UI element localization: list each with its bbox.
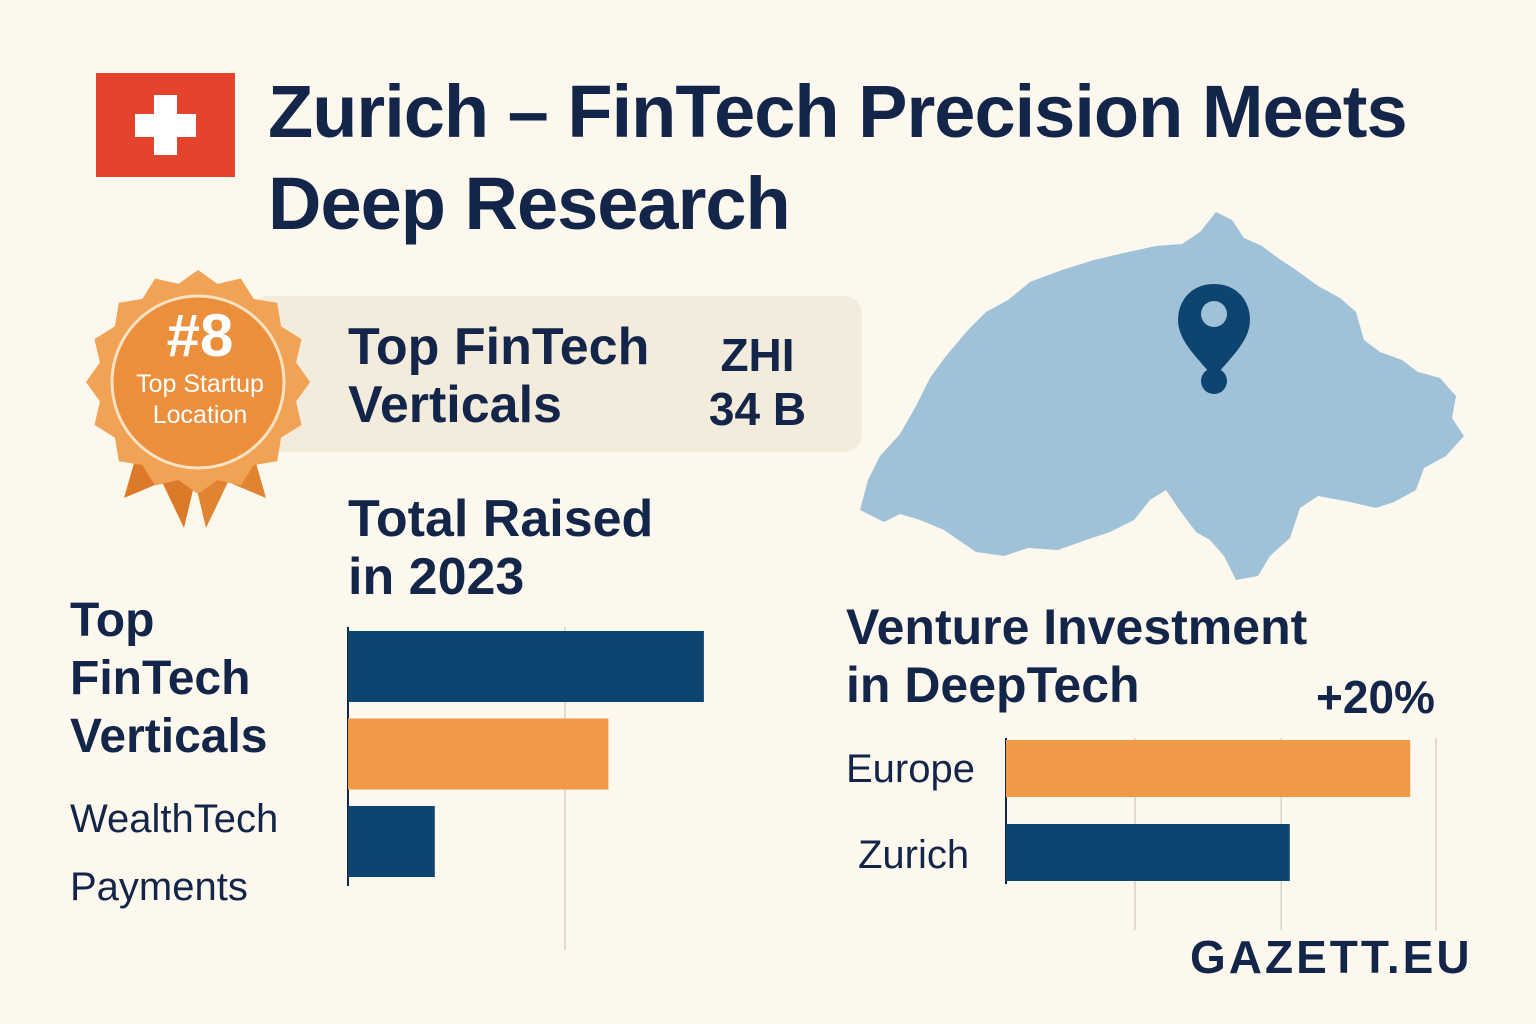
page-title: Zurich – FinTech Precision Meets Deep Re…: [268, 70, 1408, 245]
growth-annotation: +20%: [1316, 671, 1435, 723]
total-raised-heading: Total Raised in 2023: [348, 490, 654, 606]
bar-wealthtech: [348, 718, 609, 790]
category-label-zurich: Zurich: [858, 833, 970, 877]
bar-zurich: [1006, 824, 1290, 881]
location-pin-icon: [1178, 284, 1250, 394]
category-label-payments: Payments: [70, 865, 248, 909]
brand-logo: GAZETT.EU: [1190, 931, 1473, 983]
category-label-wealthtech: WealthTech: [70, 797, 279, 841]
switzerland-map-shape: [860, 212, 1464, 580]
badge-line-2: Location: [152, 401, 248, 429]
highlight-band: [250, 296, 862, 452]
left-verticals-heading: Top FinTech Verticals: [70, 594, 268, 763]
top-fintech-heading: Top FinTech Verticals: [348, 318, 650, 434]
rosette-ribbon-icon: [86, 270, 310, 528]
badge-line-1: Top Startup: [136, 370, 264, 398]
bar-payments: [348, 806, 435, 877]
category-label-europe: Europe: [846, 747, 975, 791]
swiss-flag-icon: [96, 73, 235, 177]
amount-display: ZHI 34 B: [708, 329, 807, 435]
bar-item-1: [348, 631, 704, 702]
badge-rank: #8: [166, 302, 234, 369]
venture-investment-heading: Venture Investment in DeepTech: [846, 599, 1308, 713]
bar-europe: [1006, 740, 1411, 797]
